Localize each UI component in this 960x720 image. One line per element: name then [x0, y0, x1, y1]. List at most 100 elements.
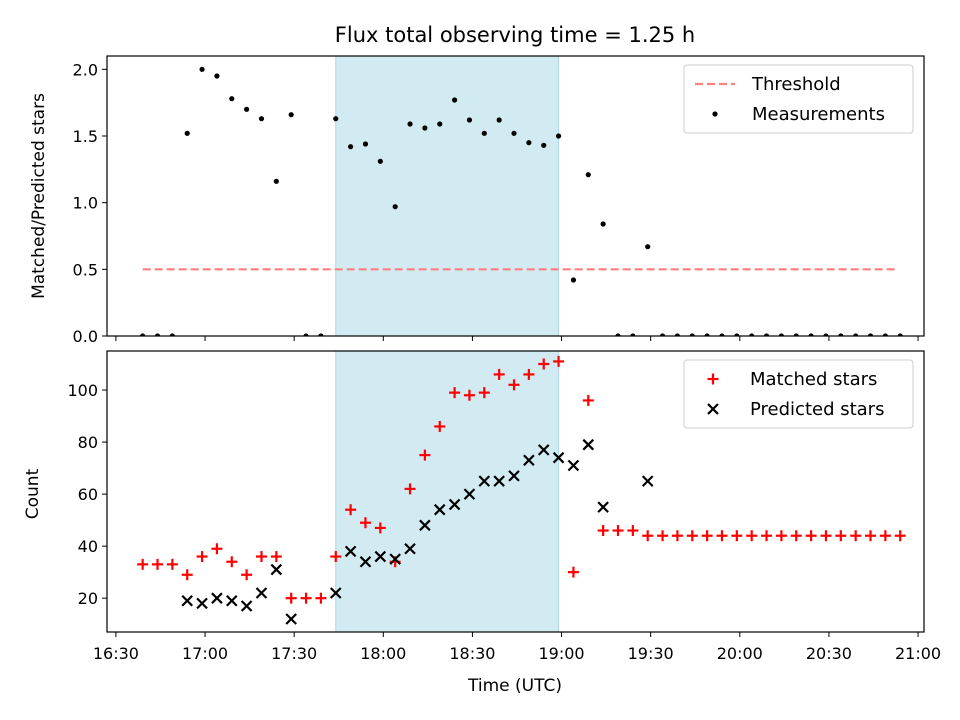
measurement-point [793, 333, 799, 336]
predicted-star-point [359, 555, 372, 568]
predicted-star-point [181, 594, 193, 607]
matched-star-point [181, 569, 193, 581]
matched-star-point [345, 504, 357, 516]
predicted-star-point-stroke-1 [493, 475, 505, 487]
measurement-point [407, 121, 413, 127]
matched-star-point [582, 394, 594, 406]
measurement-point [719, 333, 725, 336]
predicted-star-point-stroke-1 [582, 438, 595, 451]
x-tick-label: 21:00 [895, 644, 941, 663]
legend-x-glyph-stroke-1 [707, 403, 719, 415]
measurement-point [585, 172, 591, 178]
matched-star-point [478, 387, 490, 399]
predicted-star-point-stroke-1 [433, 503, 446, 516]
predicted-star-point-stroke-1 [404, 542, 416, 555]
top-x-ticks [115, 336, 919, 341]
predicted-star-point-stroke-1 [285, 613, 297, 625]
bottom-y-tick-label: 40 [78, 537, 98, 556]
x-tick-label: 20:30 [806, 644, 852, 663]
top-highlight-span [335, 55, 560, 337]
measurement-point [303, 333, 309, 336]
measurement-point [258, 116, 265, 122]
predicted-star-point [389, 553, 401, 565]
predicted-star-point-stroke-1 [211, 592, 223, 604]
matched-star-point [627, 525, 639, 537]
measurement-point [362, 141, 369, 147]
matched-star-point [330, 551, 342, 563]
matched-star-point [701, 530, 713, 542]
top-legend: Threshold Measurements [683, 64, 914, 134]
measurement-point [154, 333, 161, 336]
top-y-tick-label: 1.5 [73, 127, 98, 146]
x-axis-label: Time (UTC) [467, 676, 562, 696]
predicted-star-point [537, 444, 550, 456]
measurement-point [392, 204, 398, 210]
measurement-point [466, 117, 473, 123]
matched-star-point [285, 592, 297, 604]
predicted-star-point [478, 475, 491, 487]
predicted-star-point-stroke-1 [270, 563, 283, 576]
measurement-point [288, 112, 294, 118]
top-y-tick-label: 1.0 [73, 194, 98, 213]
predicted-star-point-stroke-1 [463, 488, 476, 500]
matched-star-point [642, 530, 654, 542]
measurement-point [555, 133, 562, 139]
measurement-point [318, 333, 324, 336]
matched-star-point [508, 379, 520, 391]
matched-star-point [255, 551, 267, 563]
top-y-axis: 0.0 0.5 1.0 1.5 2.0 [73, 60, 107, 346]
matched-star-point [686, 530, 698, 542]
predicted-star-point [463, 488, 476, 500]
measurement-point [199, 66, 205, 72]
x-tick-label: 19:30 [628, 644, 674, 663]
predicted-legend-marker [707, 403, 719, 415]
measurement-point [734, 333, 740, 336]
matched-star-point [553, 355, 565, 367]
matched-star-point [612, 525, 624, 537]
bottom-panel: 20 40 60 80 100 16:30 17:00 17:30 18:00 18:30 19:… [23, 350, 941, 696]
measurement-point [897, 333, 903, 336]
predicted-star-point-stroke-1 [374, 550, 387, 563]
measurement-point [481, 130, 487, 136]
legend-label-predicted: Predicted stars [750, 399, 884, 420]
measurement-point [348, 144, 354, 150]
measurement-point [437, 121, 443, 127]
top-y-tick-label: 0.0 [73, 327, 98, 346]
matched-star-point [166, 558, 178, 570]
top-legend-box [683, 64, 914, 134]
predicted-star-point-stroke-1 [597, 501, 609, 513]
legend-label-measurements: Measurements [752, 104, 885, 125]
top-y-axis-label: Matched/Predicted stars [29, 93, 49, 299]
measurement-point [600, 221, 606, 227]
matched-star-point [523, 368, 535, 380]
matched-star-point [865, 530, 877, 542]
bottom-y-axis-label: Count [23, 468, 43, 519]
predicted-star-point-stroke-1 [567, 459, 580, 472]
bottom-y-tick-label: 60 [78, 485, 98, 504]
measurement-point [570, 277, 577, 283]
matched-star-point [463, 389, 475, 401]
top-y-tick-label: 0.5 [73, 260, 98, 279]
predicted-star-point-stroke-1 [523, 454, 535, 467]
predicted-star-point [344, 545, 357, 558]
x-tick-label: 17:00 [182, 644, 228, 663]
matched-star-point [270, 551, 282, 563]
predicted-star-point [552, 451, 565, 464]
bottom-axes-frame [106, 350, 925, 633]
measurement-point [659, 333, 666, 336]
matched-star-point [404, 483, 416, 495]
matched-star-point [716, 530, 728, 542]
predicted-star-point [270, 563, 283, 576]
predicted-star-point-stroke-1 [344, 545, 357, 558]
matched-star-point [746, 530, 758, 542]
matched-star-point [731, 530, 743, 542]
measurement-point [778, 333, 784, 336]
matched-star-point [211, 543, 223, 555]
measurement-point [541, 142, 547, 148]
bottom-highlight-span [335, 350, 560, 633]
predicted-star-point-stroke-1 [329, 587, 342, 599]
predicted-star-point [255, 587, 268, 599]
x-tick-label: 18:30 [449, 644, 495, 663]
measurement-point [244, 106, 250, 112]
measurements-legend-marker [712, 111, 718, 117]
